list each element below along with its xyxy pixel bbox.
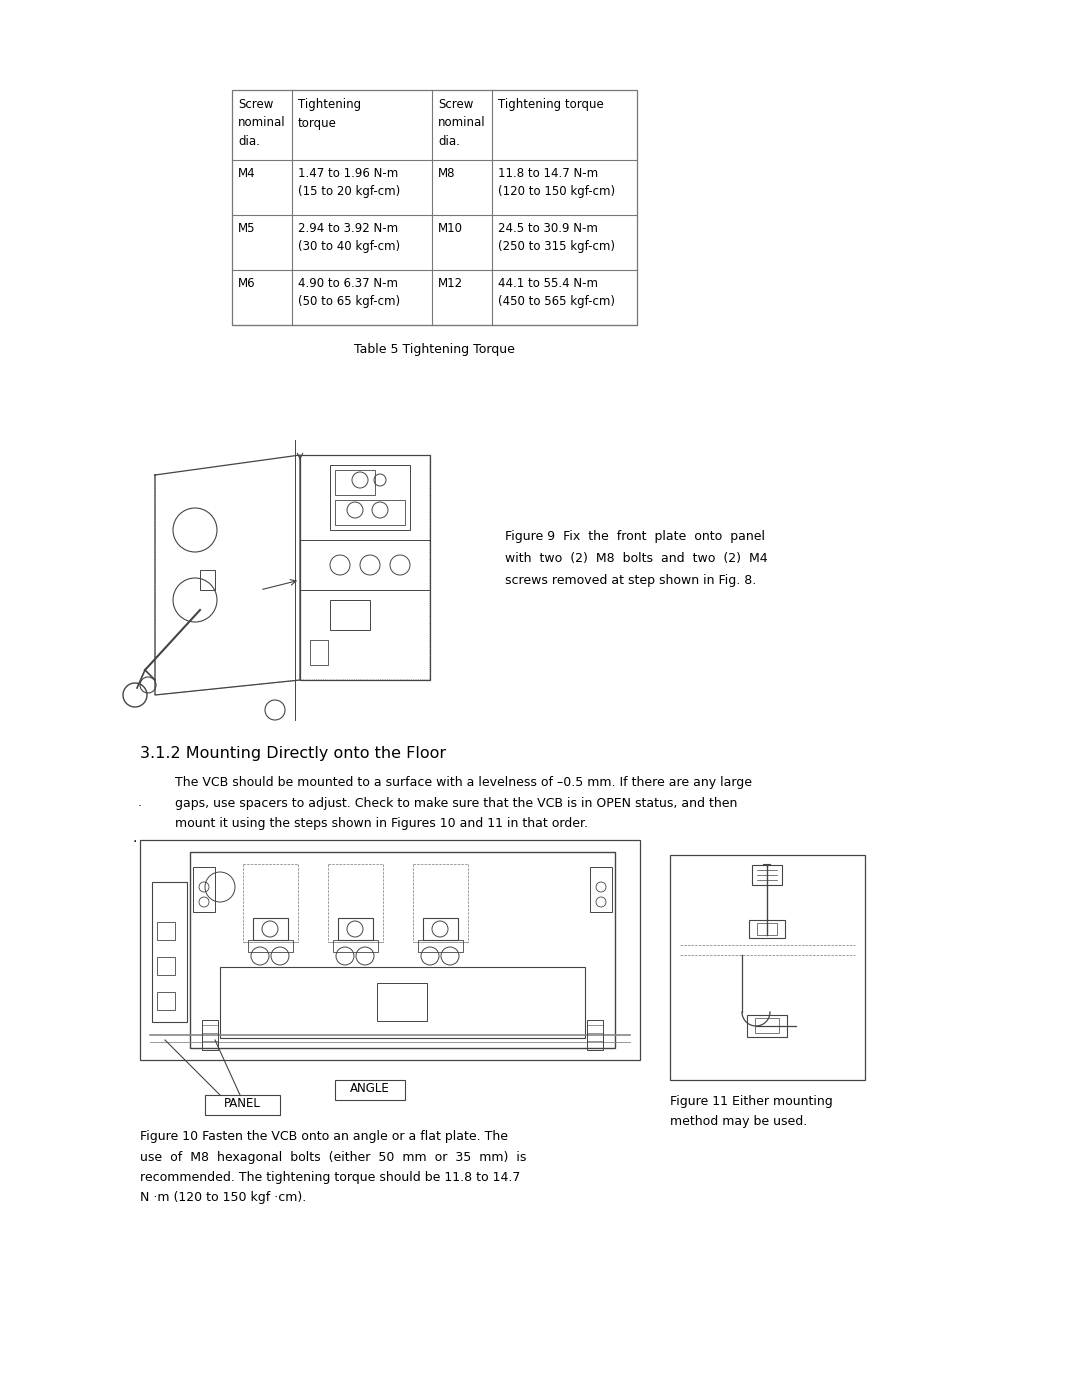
Bar bbox=[152, 882, 187, 1023]
Bar bbox=[248, 940, 293, 951]
Bar bbox=[752, 865, 782, 886]
Bar bbox=[157, 957, 175, 975]
Text: Figure 11 Either mounting
method may be used.: Figure 11 Either mounting method may be … bbox=[670, 1095, 833, 1129]
Text: Screw
nominal
dia.: Screw nominal dia. bbox=[438, 98, 486, 148]
Text: Tightening torque: Tightening torque bbox=[498, 98, 604, 110]
Bar bbox=[590, 868, 612, 912]
Text: 24.5 to 30.9 N-m
(250 to 315 kgf-cm): 24.5 to 30.9 N-m (250 to 315 kgf-cm) bbox=[498, 222, 615, 253]
Text: 44.1 to 55.4 N-m
(450 to 565 kgf-cm): 44.1 to 55.4 N-m (450 to 565 kgf-cm) bbox=[498, 277, 615, 307]
Text: The VCB should be mounted to a surface with a levelness of –0.5 mm. If there are: The VCB should be mounted to a surface w… bbox=[175, 775, 752, 830]
Text: Figure 10 Fasten the VCB onto an angle or a flat plate. The
use  of  M8  hexagon: Figure 10 Fasten the VCB onto an angle o… bbox=[140, 1130, 526, 1204]
Bar bbox=[338, 918, 373, 940]
Bar bbox=[335, 1080, 405, 1099]
Text: Screw
nominal
dia.: Screw nominal dia. bbox=[238, 98, 285, 148]
Bar bbox=[335, 469, 375, 495]
Bar bbox=[157, 922, 175, 940]
Text: ·: · bbox=[138, 800, 141, 813]
Text: M12: M12 bbox=[438, 277, 463, 291]
Text: M4: M4 bbox=[238, 168, 256, 180]
Text: PANEL: PANEL bbox=[224, 1097, 260, 1111]
Text: ·: · bbox=[132, 835, 136, 849]
Bar bbox=[755, 1018, 779, 1032]
Text: ANGLE: ANGLE bbox=[350, 1083, 390, 1095]
Text: Figure 9  Fix  the  front  plate  onto  panel
with  two  (2)  M8  bolts  and  tw: Figure 9 Fix the front plate onto panel … bbox=[505, 529, 768, 587]
Text: 2.94 to 3.92 N-m
(30 to 40 kgf-cm): 2.94 to 3.92 N-m (30 to 40 kgf-cm) bbox=[298, 222, 400, 253]
Bar bbox=[670, 855, 865, 1080]
Bar bbox=[157, 992, 175, 1010]
Bar bbox=[140, 840, 640, 1060]
Bar bbox=[423, 918, 458, 940]
Bar bbox=[335, 500, 405, 525]
Bar bbox=[300, 541, 430, 590]
Text: M10: M10 bbox=[438, 222, 463, 235]
Text: 4.90 to 6.37 N-m
(50 to 65 kgf-cm): 4.90 to 6.37 N-m (50 to 65 kgf-cm) bbox=[298, 277, 400, 307]
Bar bbox=[333, 940, 378, 951]
Bar bbox=[202, 1020, 218, 1051]
Bar bbox=[330, 465, 410, 529]
Bar bbox=[200, 570, 215, 590]
Bar bbox=[253, 918, 288, 940]
Bar bbox=[377, 983, 427, 1021]
Text: 11.8 to 14.7 N-m
(120 to 150 kgf-cm): 11.8 to 14.7 N-m (120 to 150 kgf-cm) bbox=[498, 168, 616, 198]
Text: Table 5 Tightening Torque: Table 5 Tightening Torque bbox=[353, 344, 514, 356]
Text: M5: M5 bbox=[238, 222, 256, 235]
Bar bbox=[310, 640, 328, 665]
Bar bbox=[747, 1016, 787, 1037]
Bar bbox=[330, 599, 370, 630]
Bar bbox=[193, 868, 215, 912]
Text: 3.1.2 Mounting Directly onto the Floor: 3.1.2 Mounting Directly onto the Floor bbox=[140, 746, 446, 761]
Bar bbox=[750, 921, 785, 937]
Text: M6: M6 bbox=[238, 277, 256, 291]
Bar bbox=[757, 923, 777, 935]
Bar bbox=[220, 967, 585, 1038]
Text: 1.47 to 1.96 N-m
(15 to 20 kgf-cm): 1.47 to 1.96 N-m (15 to 20 kgf-cm) bbox=[298, 168, 401, 198]
Bar bbox=[205, 1095, 280, 1115]
Bar bbox=[190, 852, 615, 1048]
Text: Tightening
torque: Tightening torque bbox=[298, 98, 361, 130]
Text: M8: M8 bbox=[438, 168, 456, 180]
Bar bbox=[418, 940, 463, 951]
Bar bbox=[300, 455, 430, 680]
Bar bbox=[588, 1020, 603, 1051]
Bar bbox=[232, 89, 637, 326]
